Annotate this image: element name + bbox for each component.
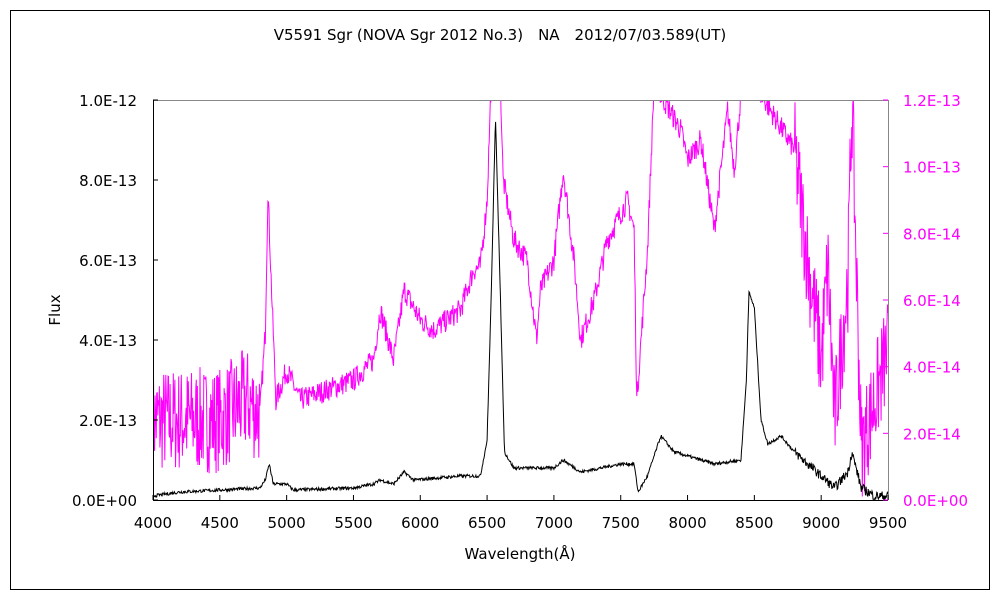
axis-layer: 4000 4500 5000 5500 6000 6500 7000 7500 8000 8500… <box>72 92 968 532</box>
chart-title: V5591 Sgr (NOVA Sgr 2012 No.3) NA 2012/0… <box>274 26 727 44</box>
x-tick-label: 7500 <box>602 514 640 532</box>
x-tick-label: 4500 <box>201 514 239 532</box>
x-tick-label: 6500 <box>468 514 506 532</box>
left-y-tick-label: 6.0E-13 <box>79 252 137 270</box>
flux-series-line <box>153 121 888 500</box>
right-y-tick-label: 6.0E-14 <box>903 292 961 310</box>
left-y-tick-label: 1.0E-12 <box>79 92 137 110</box>
flux-x10-series-line <box>153 100 888 497</box>
x-tick-label: 7000 <box>535 514 573 532</box>
x-axis-label: Wavelength(Å) <box>465 544 576 563</box>
series-layer <box>153 100 888 500</box>
left-y-tick-label: 2.0E-13 <box>79 412 137 430</box>
right-y-tick-label: 8.0E-14 <box>903 225 961 243</box>
left-y-tick-label: 4.0E-13 <box>79 332 137 350</box>
x-tick-label: 9000 <box>802 514 840 532</box>
right-y-tick-label: 2.0E-14 <box>903 425 961 443</box>
y-axis-label: Flux <box>46 294 64 325</box>
right-y-tick-label: 4.0E-14 <box>903 359 961 377</box>
outer-frame <box>10 10 990 590</box>
x-tick-label: 8000 <box>668 514 706 532</box>
x-tick-label: 8500 <box>735 514 773 532</box>
x-tick-label: 5500 <box>334 514 372 532</box>
left-y-tick-label: 8.0E-13 <box>79 172 137 190</box>
left-y-tick-label: 0.0E+00 <box>72 492 137 510</box>
x-tick-label: 4000 <box>134 514 172 532</box>
x-tick-label: 6000 <box>401 514 439 532</box>
x-tick-label: 5000 <box>268 514 306 532</box>
right-y-tick-label: 1.2E-13 <box>903 92 961 110</box>
right-y-tick-label: 1.0E-13 <box>903 159 961 177</box>
x-tick-label: 9500 <box>869 514 907 532</box>
right-y-tick-label: 0.0E+00 <box>903 492 968 510</box>
